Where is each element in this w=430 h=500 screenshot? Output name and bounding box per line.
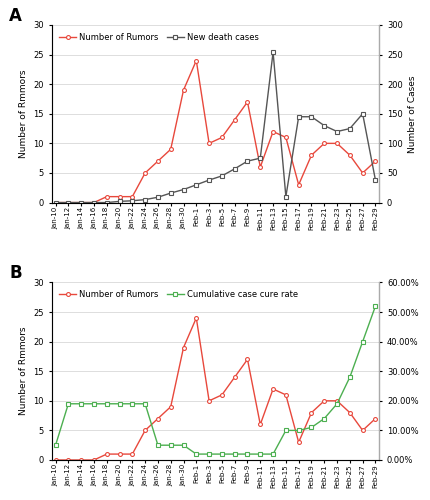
Y-axis label: Number of Cases: Number of Cases [407, 75, 416, 152]
Legend: Number of Rumors, New death cases: Number of Rumors, New death cases [56, 29, 261, 45]
Text: B: B [9, 264, 22, 282]
Y-axis label: Number of Rmmors: Number of Rmmors [19, 70, 28, 158]
Y-axis label: Number of Rmmors: Number of Rmmors [19, 327, 28, 416]
Text: A: A [9, 7, 22, 25]
Legend: Number of Rumors, Cumulative case cure rate: Number of Rumors, Cumulative case cure r… [56, 286, 301, 302]
